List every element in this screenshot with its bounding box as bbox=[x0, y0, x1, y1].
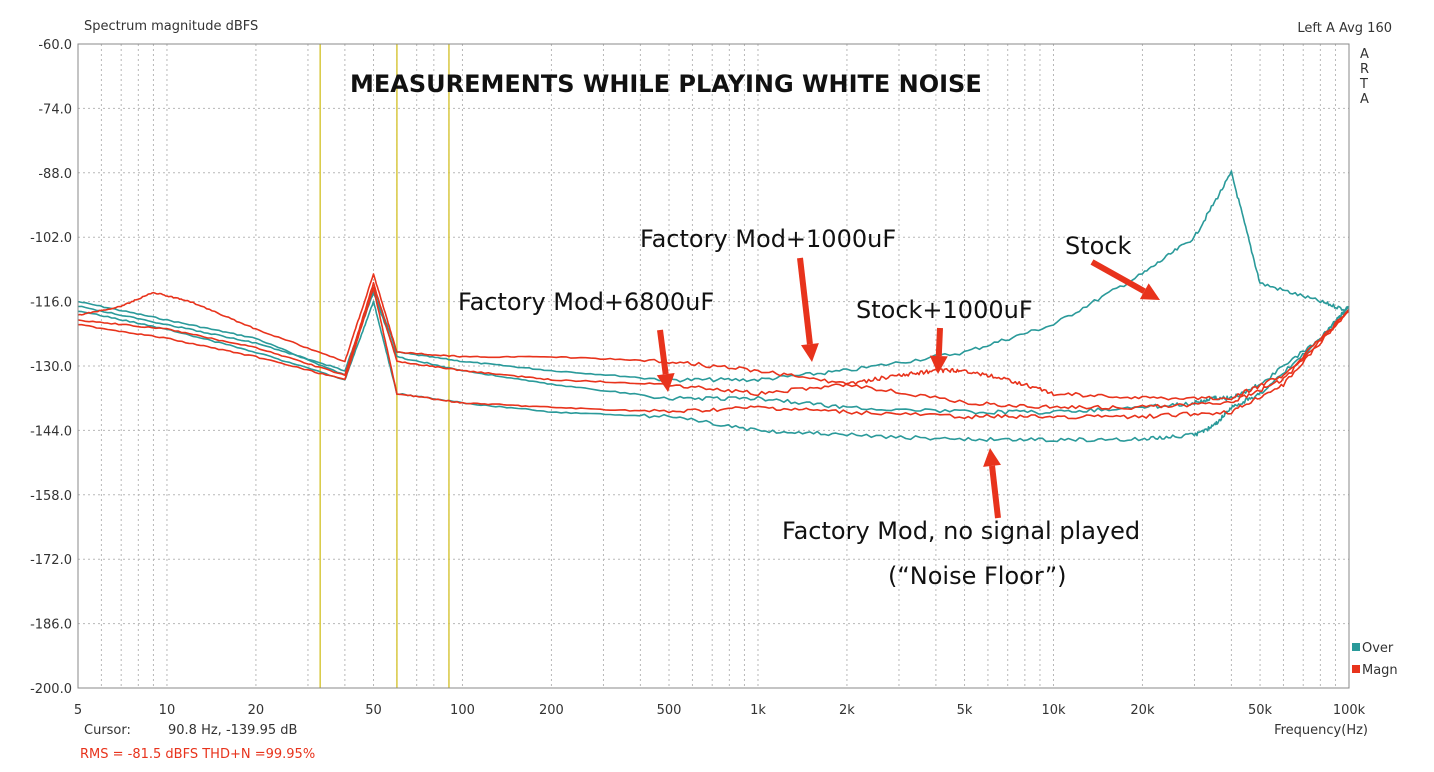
y-tick-label: -102.0 bbox=[30, 231, 72, 246]
x-tick-label: 10k bbox=[1041, 703, 1066, 718]
grid bbox=[77, 43, 1350, 689]
y-tick-label: -116.0 bbox=[30, 296, 72, 311]
series-line-1 bbox=[77, 170, 1350, 383]
arrow-stock-1000uf-shaft bbox=[935, 327, 943, 357]
x-tick-label: 5 bbox=[74, 703, 82, 718]
series-line-5 bbox=[77, 281, 1350, 401]
annotation-factory-mod-1000uf: Factory Mod+1000uF bbox=[640, 225, 896, 253]
y-tick-label: -74.0 bbox=[38, 102, 72, 117]
legend-magn-swatch bbox=[1352, 665, 1360, 673]
series-line-3 bbox=[77, 300, 1350, 443]
brand-letter-4: A bbox=[1360, 92, 1369, 107]
arrow-factory-mod-1000uf-head bbox=[800, 343, 819, 362]
x-tick-label: 50 bbox=[365, 703, 382, 718]
y-tick-label: -186.0 bbox=[30, 618, 72, 633]
arrow-noise-floor-shaft bbox=[989, 465, 1001, 519]
x-tick-label: 20 bbox=[248, 703, 265, 718]
y-tick-label: -88.0 bbox=[38, 167, 72, 182]
annotation-stock-1000uf: Stock+1000uF bbox=[856, 296, 1033, 324]
cursor-value: 90.8 Hz, -139.95 dB bbox=[168, 723, 297, 738]
legend-magn-label: Magn bbox=[1362, 663, 1398, 678]
brand-letter-2: R bbox=[1360, 62, 1369, 77]
annotation-noise-floor-1: Factory Mod, no signal played bbox=[782, 517, 1140, 545]
header-right: Left A Avg 160 bbox=[1297, 21, 1392, 36]
legend-over-swatch bbox=[1352, 643, 1360, 651]
chart-title: MEASUREMENTS WHILE PLAYING WHITE NOISE bbox=[350, 70, 982, 98]
brand-letter-3: T bbox=[1359, 77, 1368, 92]
y-tick-label: -200.0 bbox=[30, 682, 72, 697]
arrow-stock-head bbox=[1139, 283, 1160, 300]
arrow-noise-floor-head bbox=[983, 448, 1001, 467]
x-tick-labels: 5 10 20 50 100 200 500 1k 2k 5k 10k 20k 50k 100k bbox=[74, 703, 1366, 718]
x-tick-label: 100 bbox=[450, 703, 475, 718]
x-tick-label: 1k bbox=[750, 703, 766, 718]
x-tick-label: 20k bbox=[1130, 703, 1155, 718]
y-axis-label: Spectrum magnitude dBFS bbox=[84, 19, 258, 34]
y-tick-label: -144.0 bbox=[30, 424, 72, 439]
y-tick-label: -60.0 bbox=[38, 38, 72, 53]
cursor-label: Cursor: bbox=[84, 723, 131, 738]
y-tick-label: -158.0 bbox=[30, 489, 72, 504]
arrow-factory-mod-6800uf-shaft bbox=[657, 329, 669, 375]
y-tick-label: -130.0 bbox=[30, 360, 72, 375]
x-tick-label: 5k bbox=[957, 703, 973, 718]
y-tick-labels: -60.0 -74.0 -88.0 -102.0 -116.0 -130.0 -144.0 -… bbox=[30, 38, 72, 697]
x-tick-label: 10 bbox=[159, 703, 176, 718]
annotation-arrows bbox=[656, 257, 1160, 519]
arrow-stock-shaft bbox=[1090, 259, 1146, 294]
x-tick-label: 200 bbox=[539, 703, 564, 718]
annotation-factory-mod-6800uf: Factory Mod+6800uF bbox=[458, 288, 714, 316]
x-tick-label: 500 bbox=[657, 703, 682, 718]
series-line-4 bbox=[77, 273, 1350, 410]
x-tick-label: 100k bbox=[1333, 703, 1366, 718]
rms-readout: RMS = -81.5 dBFS THD+N =99.95% bbox=[80, 747, 315, 762]
annotation-noise-floor-2: (“Noise Floor”) bbox=[888, 562, 1067, 590]
arrow-factory-mod-1000uf-shaft bbox=[797, 257, 813, 345]
series-line-6 bbox=[78, 286, 1350, 420]
x-tick-label: 50k bbox=[1248, 703, 1273, 718]
arrow-factory-mod-6800uf-head bbox=[656, 372, 675, 392]
y-tick-label: -172.0 bbox=[30, 553, 72, 568]
annotation-stock: Stock bbox=[1065, 232, 1132, 260]
x-axis-label: Frequency(Hz) bbox=[1274, 723, 1368, 738]
series-group bbox=[77, 170, 1350, 443]
arrow-stock-1000uf-head bbox=[929, 355, 948, 374]
brand-letter-1: A bbox=[1360, 47, 1369, 62]
plot-frame bbox=[77, 43, 1350, 689]
legend-over-label: Over bbox=[1362, 641, 1394, 656]
x-tick-label: 2k bbox=[839, 703, 855, 718]
